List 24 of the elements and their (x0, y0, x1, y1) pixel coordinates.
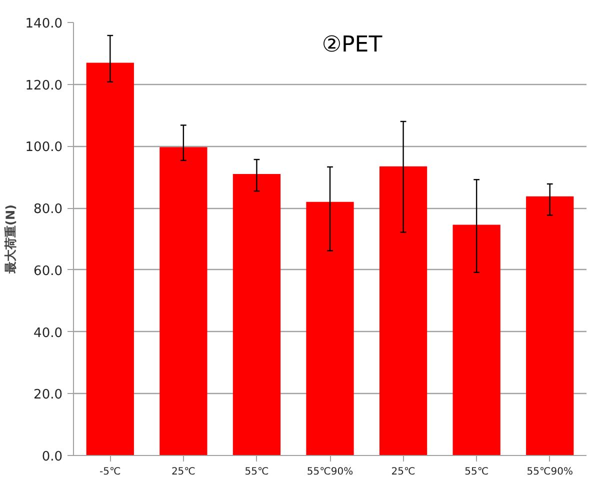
y-axis-title: 最大荷重(N) (3, 204, 18, 275)
x-tick-label: 25℃ (171, 466, 196, 478)
bar (306, 202, 354, 456)
bar (86, 62, 134, 456)
bar (160, 147, 208, 456)
y-tick-label: 0.0 (42, 450, 63, 464)
x-tick-label: 55℃ (244, 466, 269, 478)
x-tick-label: 55℃90% (306, 466, 354, 478)
y-tick-label: 80.0 (34, 202, 63, 218)
x-tick-label: 25℃ (391, 466, 416, 478)
y-tick-label: 20.0 (34, 388, 63, 403)
y-tick-label: 100.0 (25, 140, 62, 156)
x-tick-label: -5℃ (100, 466, 121, 478)
y-tick-label: 140.0 (25, 16, 62, 32)
bar (526, 196, 574, 456)
bar (379, 166, 428, 456)
x-tick-label: 55℃90% (526, 466, 573, 478)
y-tick-label: 60.0 (34, 264, 63, 279)
y-tick-label: 120.0 (25, 78, 62, 94)
y-tick-label: 40.0 (34, 326, 63, 341)
bar (452, 224, 500, 456)
bar (232, 174, 281, 456)
text: ②PET (322, 32, 383, 58)
x-tick-label: 55℃ (464, 466, 489, 478)
